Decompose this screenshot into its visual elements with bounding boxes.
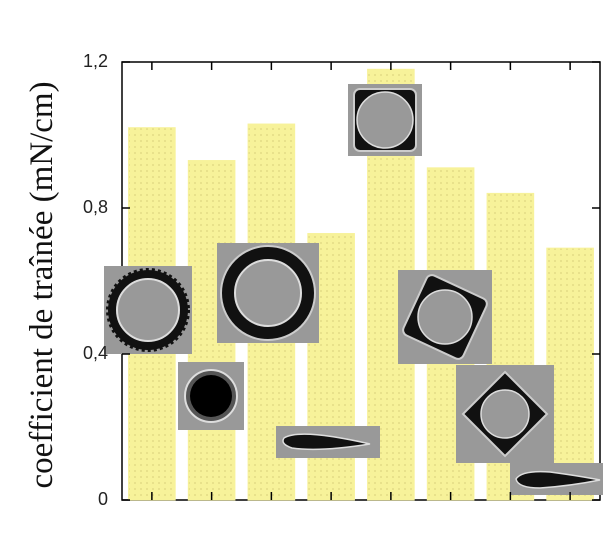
inset-image: [217, 243, 319, 343]
y-axis-label: coefficient de traînée (mN/cm): [24, 81, 60, 488]
y-tick-label: 0: [98, 489, 108, 509]
inset-images: [104, 84, 603, 495]
y-tick-label: 0,8: [83, 197, 108, 217]
y-tick-label: 1,2: [83, 51, 108, 71]
inset-image: [398, 270, 492, 364]
inset-image: [276, 426, 380, 458]
y-tick-label: 0,4: [83, 343, 108, 363]
inset-image: [104, 266, 192, 354]
inset-image: [456, 365, 554, 463]
inset-image: [178, 362, 244, 430]
inset-image: [510, 463, 603, 495]
inset-image: [348, 84, 422, 156]
